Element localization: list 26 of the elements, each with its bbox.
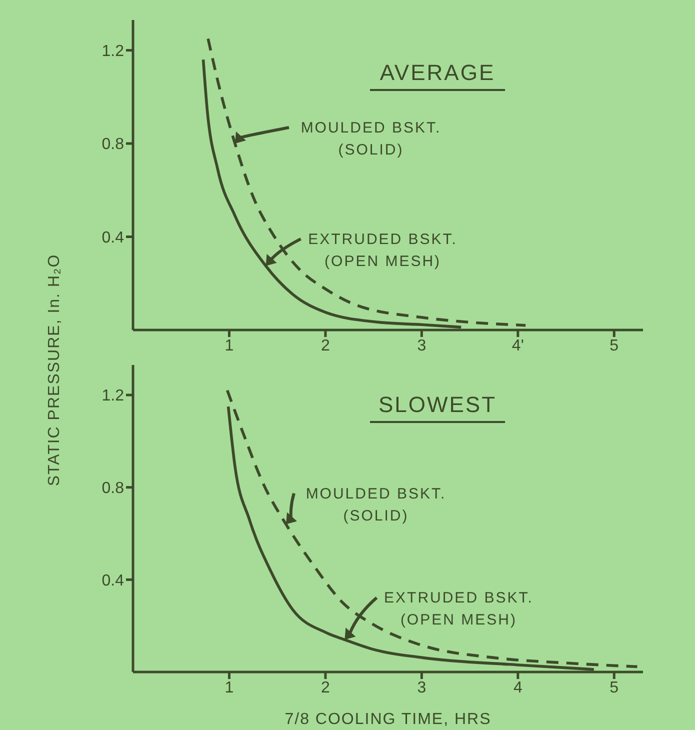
y-tick-label: 0.4 <box>102 229 124 246</box>
text: SLOWEST <box>370 392 505 423</box>
x-tick-label: 4' <box>512 337 524 354</box>
x-tick-label: 2 <box>321 337 330 354</box>
annotation: MOULDED BSKT. (SOLID) <box>306 485 446 524</box>
line-series <box>226 388 639 668</box>
y-tick-label: 0.4 <box>102 572 124 590</box>
x-tick-label: 2 <box>321 679 330 696</box>
y-tick-label: 0.8 <box>102 136 124 154</box>
text: AVERAGE <box>370 60 505 91</box>
annotation: MOULDED BSKT. (SOLID) <box>300 120 442 159</box>
x-tick-label: 5 <box>610 679 619 696</box>
y-tick-label: 1.2 <box>102 388 124 405</box>
x-tick-label: 3 <box>417 337 426 354</box>
x-tick-label: 5 <box>610 337 619 354</box>
x-tick-label: 4 <box>513 679 522 696</box>
x-tick-label: 1 <box>224 337 234 354</box>
annotation: EXTRUDED BSKT. (OPEN MESH) <box>308 230 458 270</box>
y-axis-title: STATIC PRESSURE, In. H₂O <box>46 254 64 486</box>
x-tick-label: 1 <box>224 679 234 696</box>
y-tick-label: 1.2 <box>102 42 124 60</box>
y-tick-label: 0.8 <box>102 480 124 498</box>
x-axis-title: 7/8 COOLING TIME, HRS <box>284 711 492 728</box>
annotation: EXTRUDED BSKT. (OPEN MESH) <box>384 590 534 629</box>
x-tick-label: 3 <box>417 679 426 696</box>
line-series <box>206 37 528 327</box>
